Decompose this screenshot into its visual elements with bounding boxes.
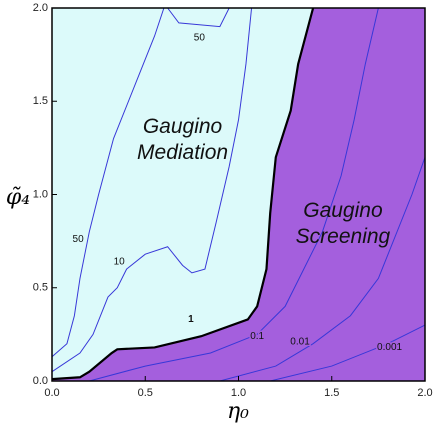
region-label: Gaugino [143,115,223,138]
x-tick-label: 0.5 [138,387,153,399]
x-axis-label: η₀ [227,399,249,424]
contour-line [270,324,426,382]
contour-label: 50 [194,32,206,43]
x-tick-label: 0.0 [44,387,59,399]
region-label: Screening [296,225,391,248]
y-tick-label: 0.5 [33,282,48,294]
contour-label: 50 [73,234,85,245]
contour-line [51,7,165,358]
contour-line [219,157,426,382]
boundary-line [51,7,315,381]
x-tick-label: 1.0 [231,387,246,399]
region-label: Mediation [137,141,228,164]
y-tick-label: 2.0 [33,2,48,14]
contour-line [167,7,230,28]
y-tick-label: 0.0 [33,375,48,387]
x-tick-label: 1.5 [324,387,339,399]
contour-label: 0.01 [290,336,310,347]
y-axis-label: φ̃₄ [6,185,30,210]
region-label: Gaugino [303,199,383,222]
contour-label: 0.1 [250,331,264,342]
contour-label: 1 [188,314,194,325]
region-right [52,8,425,381]
contour-label: 10 [114,256,126,267]
y-tick-label: 1.0 [33,188,48,200]
contour-line [89,7,379,382]
x-tick-label: 2.0 [417,387,432,399]
contour-line [51,7,253,373]
contour-label: 0.001 [377,342,402,353]
y-tick-label: 1.5 [33,95,48,107]
